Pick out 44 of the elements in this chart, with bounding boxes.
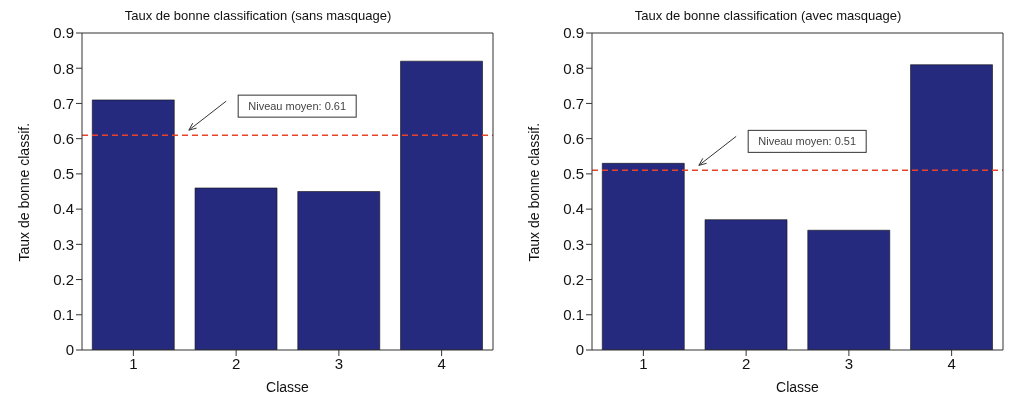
bar <box>910 64 993 350</box>
x-tick-label: 4 <box>947 354 956 372</box>
x-tick-label: 2 <box>741 354 751 372</box>
y-tick-label: 0.1 <box>563 306 584 324</box>
x-axis-title: Classe <box>776 379 820 395</box>
bar <box>194 187 278 350</box>
bar <box>400 60 483 350</box>
y-tick-label: 0.9 <box>563 24 584 42</box>
y-tick-label: 0 <box>65 341 74 359</box>
y-tick-label: 0.8 <box>563 59 584 77</box>
x-tick-label: 1 <box>129 354 138 372</box>
x-tick-label: 3 <box>844 354 854 372</box>
x-axis-title: Classe <box>266 379 310 395</box>
x-tick-label: 2 <box>231 354 241 372</box>
y-tick-label: 0.7 <box>563 94 584 112</box>
y-tick-label: 0.1 <box>53 306 74 324</box>
y-tick-label: 0.6 <box>53 129 74 147</box>
y-tick-label: 0 <box>575 341 584 359</box>
y-tick-label: 0.5 <box>53 165 74 183</box>
y-tick-label: 0.3 <box>563 235 584 253</box>
bar <box>704 219 788 350</box>
bar <box>297 191 381 350</box>
ref-line-label: Niveau moyen: 0.51 <box>758 135 857 148</box>
y-tick-label: 0.4 <box>563 200 584 218</box>
y-axis-title: Taux de bonne classif. <box>525 122 542 262</box>
y-tick-label: 0.4 <box>53 200 74 218</box>
x-tick-label: 1 <box>639 354 648 372</box>
bar <box>601 163 685 350</box>
chart-title: Taux de bonne classification (avec masquage) <box>633 8 903 25</box>
y-tick-label: 0.2 <box>53 270 74 288</box>
y-tick-label: 0.9 <box>53 24 74 42</box>
bar <box>91 99 175 350</box>
y-tick-label: 0.5 <box>563 165 584 183</box>
y-tick-label: 0.3 <box>53 235 74 253</box>
bar <box>807 229 891 350</box>
ref-line-label: Niveau moyen: 0.61 <box>248 100 347 113</box>
y-tick-label: 0.8 <box>53 59 74 77</box>
y-axis-title: Taux de bonne classif. <box>15 122 32 262</box>
y-tick-label: 0.7 <box>53 94 74 112</box>
y-tick-label: 0.2 <box>563 270 584 288</box>
chart-title: Taux de bonne classification (sans masquage) <box>123 8 393 25</box>
x-tick-label: 3 <box>334 354 344 372</box>
x-tick-label: 4 <box>437 354 446 372</box>
y-tick-label: 0.6 <box>563 129 584 147</box>
